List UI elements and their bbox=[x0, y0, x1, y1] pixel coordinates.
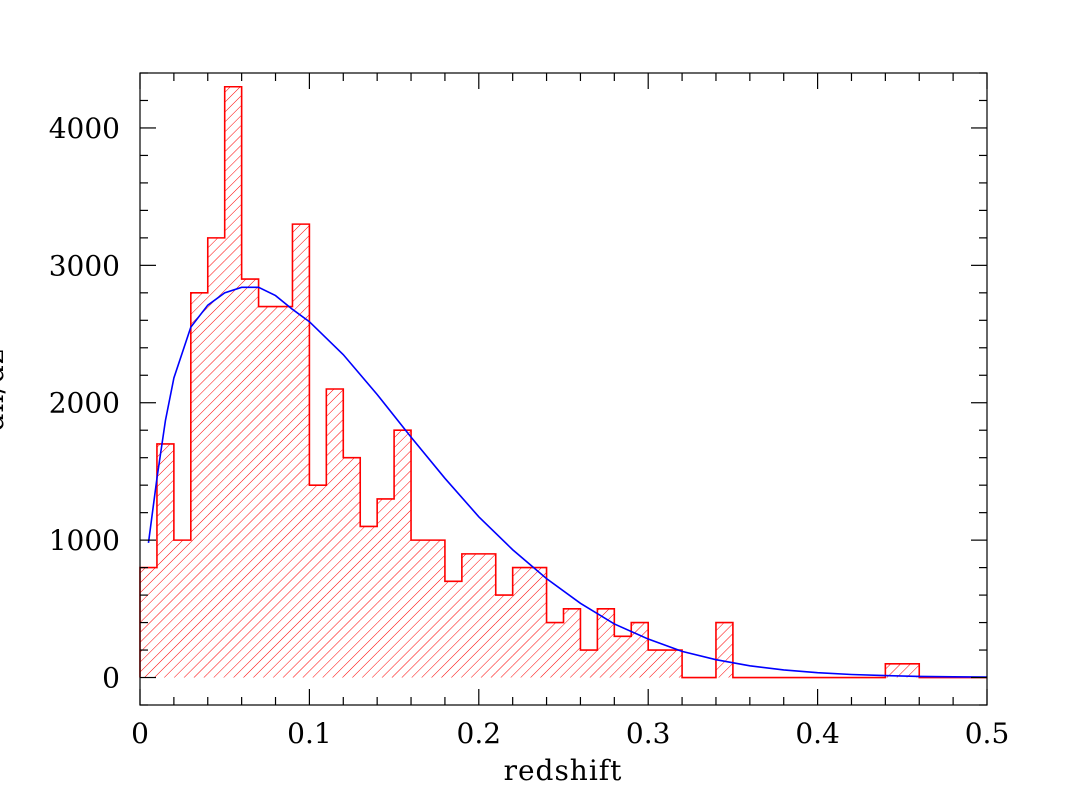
histogram-bar bbox=[377, 498, 395, 678]
x-tick-label: 0.5 bbox=[965, 717, 1010, 750]
y-tick-label: 1000 bbox=[49, 524, 120, 557]
y-tick-label: 4000 bbox=[49, 112, 120, 145]
histogram-bar bbox=[394, 430, 412, 678]
histogram-bar bbox=[563, 608, 581, 678]
histogram-bar bbox=[292, 224, 310, 678]
histogram-bar bbox=[224, 86, 242, 678]
x-tick-label: 0.1 bbox=[287, 717, 332, 750]
histogram-bar bbox=[444, 581, 462, 678]
histogram-bar bbox=[275, 306, 293, 678]
histogram-bar bbox=[546, 622, 564, 678]
histogram-bar bbox=[529, 567, 547, 678]
histogram-bar bbox=[495, 595, 513, 678]
histogram-bar bbox=[241, 279, 259, 678]
fit-curve-layer bbox=[147, 286, 988, 678]
plot-border bbox=[139, 72, 988, 706]
tick-labels: 0 0.1 0.2 0.3 0.4 0.5 0 1000 2000 3000 4000 bbox=[49, 112, 1010, 750]
histogram-bar bbox=[326, 389, 344, 678]
x-tick-label: 0 bbox=[131, 717, 149, 750]
histogram-bar bbox=[478, 553, 496, 678]
histogram-bar bbox=[885, 663, 903, 678]
histogram-bar bbox=[580, 650, 598, 678]
y-tick-label: 0 bbox=[102, 662, 120, 695]
histogram-bar bbox=[715, 622, 733, 678]
histogram-bar bbox=[665, 650, 683, 678]
fit-curve-line bbox=[147, 286, 988, 678]
x-axis-title: redshift bbox=[504, 754, 623, 787]
histogram-bar bbox=[190, 292, 208, 678]
histogram-outline bbox=[139, 85, 987, 679]
histogram-bar bbox=[360, 526, 378, 678]
histogram-bar bbox=[902, 663, 920, 678]
x-tick-label: 0.3 bbox=[626, 717, 671, 750]
histogram-bar bbox=[461, 553, 479, 678]
histogram-bar bbox=[309, 485, 327, 678]
histogram-bar bbox=[427, 540, 445, 678]
axis-ticks bbox=[139, 72, 988, 706]
histogram-bar bbox=[207, 237, 225, 678]
histogram-layer bbox=[139, 85, 987, 679]
plot-frame bbox=[139, 72, 988, 706]
histogram-bar bbox=[343, 457, 361, 678]
y-tick-label: 2000 bbox=[49, 387, 120, 420]
x-tick-label: 0.4 bbox=[795, 717, 840, 750]
y-tick-label: 3000 bbox=[49, 249, 120, 282]
x-tick-label: 0.2 bbox=[457, 717, 502, 750]
histogram-bar bbox=[631, 622, 649, 678]
histogram-bar bbox=[648, 650, 666, 678]
histogram-bar bbox=[411, 540, 428, 678]
y-axis-title: dn/dz bbox=[0, 348, 10, 431]
histogram-bar bbox=[512, 567, 530, 678]
histogram-bar bbox=[258, 306, 276, 678]
histogram-bar bbox=[173, 540, 191, 678]
histogram-bar bbox=[597, 608, 615, 678]
histogram-bar bbox=[614, 636, 632, 678]
histogram-bar bbox=[156, 443, 174, 678]
